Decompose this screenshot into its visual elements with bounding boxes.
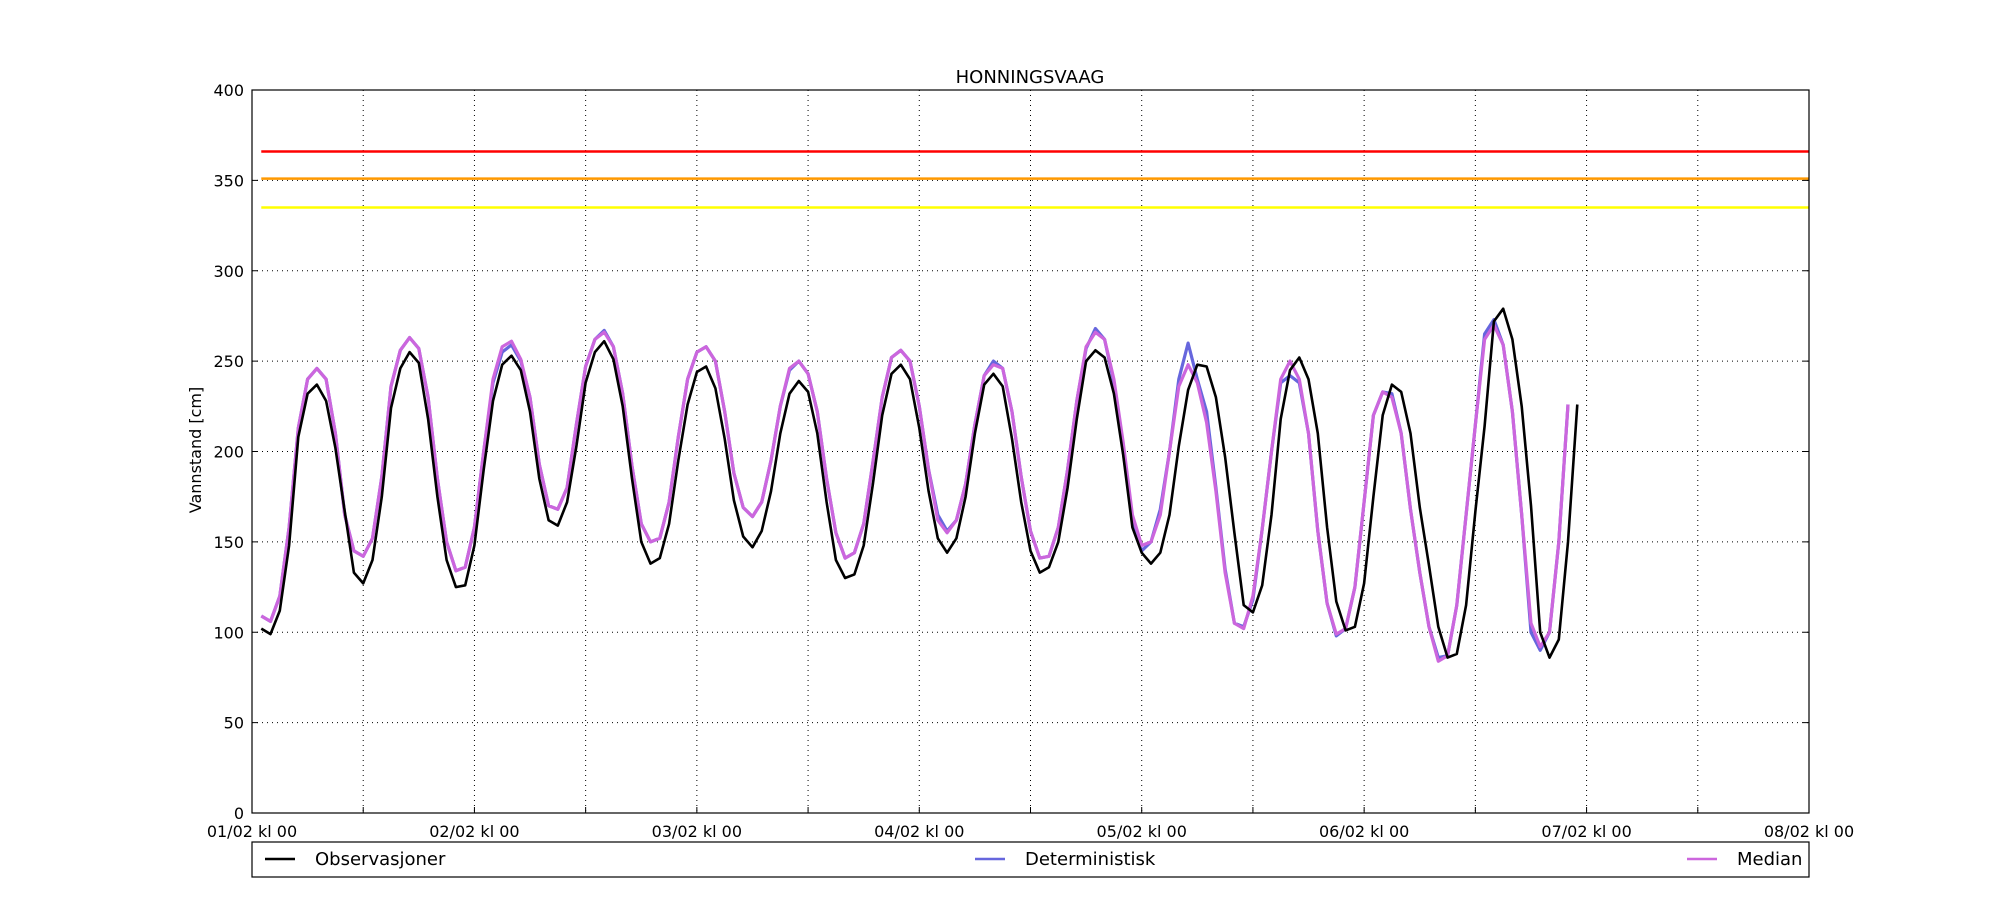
x-tick-label: 04/02 kl 00 xyxy=(874,822,964,841)
y-tick-label: 50 xyxy=(224,714,244,733)
y-tick-label: 0 xyxy=(234,804,244,823)
legend-label-observasjoner: Observasjoner xyxy=(315,849,446,870)
legend-box xyxy=(251,841,1810,878)
chart-title: HONNINGSVAAG xyxy=(956,67,1105,88)
x-tick-label: 02/02 kl 00 xyxy=(429,822,519,841)
series-line-median xyxy=(260,323,1570,663)
series-line-observasjoner xyxy=(260,307,1579,659)
threshold-lines xyxy=(261,150,1809,209)
x-tick-label: 06/02 kl 00 xyxy=(1319,822,1409,841)
x-tick-label: 05/02 kl 00 xyxy=(1097,822,1187,841)
y-axis-label: Vannstand [cm] xyxy=(186,387,205,513)
y-tick-label: 350 xyxy=(213,171,244,190)
y-tick-label: 150 xyxy=(213,533,244,552)
y-tick-label: 250 xyxy=(213,352,244,371)
series-line-deterministisk xyxy=(260,318,1570,660)
y-tick-label: 400 xyxy=(213,81,244,100)
y-tick-label: 100 xyxy=(213,623,244,642)
legend-label-median: Median xyxy=(1737,849,1802,870)
x-tick-label: 08/02 kl 00 xyxy=(1764,822,1854,841)
y-tick-label: 300 xyxy=(213,262,244,281)
legend: Observasjoner Deterministisk Median xyxy=(251,841,1810,878)
y-axis-ticks: 0 50 100 150 200 250 300 350 400 xyxy=(213,81,1809,823)
legend-label-deterministisk: Deterministisk xyxy=(1025,849,1156,870)
grid xyxy=(252,90,1809,813)
x-tick-label: 03/02 kl 00 xyxy=(652,822,742,841)
x-tick-label: 01/02 kl 00 xyxy=(207,822,297,841)
series-layer xyxy=(260,307,1579,663)
y-tick-label: 200 xyxy=(213,443,244,462)
x-tick-label: 07/02 kl 00 xyxy=(1541,822,1631,841)
x-axis-ticks: 01/02 kl 00 02/02 kl 00 03/02 kl 00 04/02 k… xyxy=(207,807,1854,841)
